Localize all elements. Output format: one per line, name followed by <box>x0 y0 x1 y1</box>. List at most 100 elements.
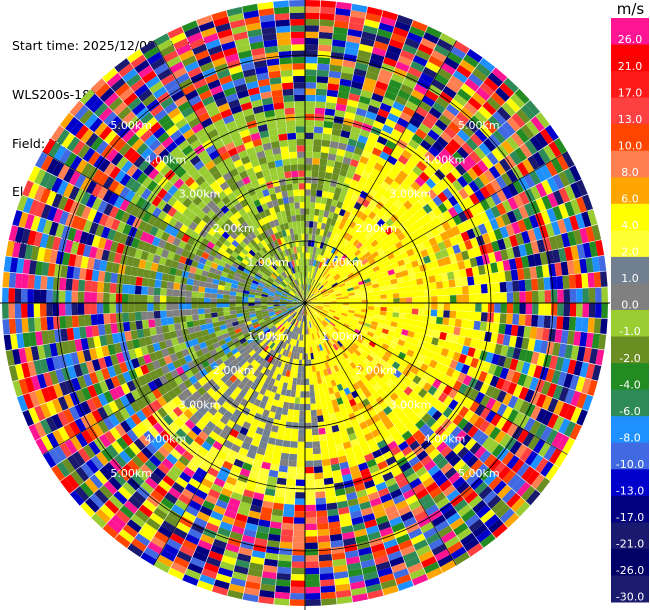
velocity-gate <box>311 279 316 286</box>
velocity-gate <box>427 385 438 396</box>
velocity-gate <box>323 264 329 272</box>
velocity-gate <box>292 548 305 556</box>
velocity-gate <box>383 324 391 331</box>
velocity-gate <box>460 364 470 375</box>
velocity-gate <box>120 420 132 433</box>
velocity-gate <box>371 414 381 424</box>
velocity-gate <box>272 451 282 459</box>
velocity-gate <box>284 287 291 292</box>
velocity-gate <box>389 392 399 402</box>
velocity-gate <box>318 235 323 242</box>
velocity-gate <box>27 317 35 332</box>
velocity-gate <box>298 321 302 328</box>
velocity-gate <box>334 334 341 341</box>
velocity-gate <box>128 151 141 164</box>
velocity-gate <box>33 303 41 318</box>
velocity-gate <box>368 351 377 359</box>
velocity-gate <box>600 271 608 287</box>
velocity-gate <box>369 98 382 109</box>
velocity-gate <box>243 343 251 351</box>
velocity-gate <box>551 432 564 448</box>
velocity-gate <box>305 473 315 480</box>
velocity-gate <box>175 428 187 439</box>
velocity-gate <box>235 306 243 311</box>
velocity-gate <box>529 136 543 152</box>
velocity-gate <box>286 305 293 308</box>
velocity-gate <box>224 336 232 344</box>
velocity-gate <box>412 375 422 385</box>
velocity-gate <box>364 519 378 529</box>
velocity-gate <box>305 359 309 367</box>
velocity-gate <box>276 288 283 293</box>
velocity-gate <box>336 301 343 303</box>
velocity-gate <box>483 454 497 468</box>
velocity-gate <box>389 516 403 527</box>
velocity-gate <box>331 318 338 324</box>
velocity-gate <box>368 132 380 142</box>
velocity-gate <box>39 233 49 248</box>
velocity-gate <box>191 291 199 298</box>
velocity-gate <box>273 296 281 300</box>
velocity-gate <box>273 299 280 302</box>
velocity-gate <box>242 462 253 472</box>
velocity-gate <box>289 309 295 315</box>
velocity-gate <box>60 265 68 278</box>
velocity-gate <box>382 450 394 461</box>
velocity-gate <box>323 306 330 310</box>
velocity-gate <box>376 387 386 397</box>
velocity-gate <box>332 39 346 48</box>
velocity-gate <box>320 288 327 293</box>
velocity-gate <box>373 86 386 97</box>
velocity-gate <box>392 494 406 505</box>
velocity-gate <box>331 424 340 433</box>
velocity-gate <box>336 200 344 209</box>
velocity-gate <box>125 392 136 404</box>
velocity-gate <box>548 448 562 465</box>
velocity-gate <box>181 233 191 243</box>
velocity-gate <box>224 318 232 325</box>
velocity-gate <box>378 336 386 343</box>
velocity-gate <box>310 314 314 321</box>
velocity-gate <box>452 134 466 147</box>
velocity-gate <box>427 395 438 406</box>
velocity-gate <box>255 328 263 334</box>
velocity-gate <box>463 54 479 68</box>
velocity-gate <box>163 355 173 365</box>
velocity-gate <box>512 179 525 194</box>
velocity-gate <box>107 344 116 356</box>
velocity-gate <box>106 444 119 458</box>
velocity-gate <box>184 419 196 430</box>
velocity-gate <box>409 568 426 580</box>
velocity-gate <box>108 134 122 149</box>
velocity-gate <box>340 467 351 476</box>
velocity-gate <box>228 583 245 594</box>
velocity-gate <box>337 500 349 509</box>
velocity-gate <box>241 495 253 505</box>
velocity-gate <box>126 164 138 177</box>
velocity-gate <box>328 445 337 453</box>
velocity-gate <box>374 555 389 565</box>
velocity-gate <box>153 287 161 296</box>
velocity-gate <box>287 308 294 312</box>
velocity-gate <box>37 345 46 360</box>
velocity-gate <box>380 16 397 27</box>
velocity-gate <box>488 457 502 472</box>
velocity-gate <box>396 185 407 195</box>
velocity-gate <box>114 208 125 221</box>
velocity-gate <box>338 84 351 93</box>
velocity-gate <box>185 284 193 292</box>
velocity-gate <box>312 447 321 455</box>
velocity-gate <box>358 95 371 105</box>
velocity-gate <box>490 387 502 400</box>
velocity-gate <box>368 211 377 220</box>
velocity-gate <box>379 290 387 295</box>
velocity-gate <box>167 196 178 207</box>
velocity-gate <box>447 155 460 168</box>
velocity-gate <box>332 167 341 175</box>
velocity-gate <box>95 451 109 466</box>
velocity-gate <box>208 267 217 274</box>
velocity-gate <box>238 347 247 355</box>
velocity-gate <box>477 264 486 275</box>
velocity-gate <box>504 270 513 282</box>
velocity-gate <box>315 309 321 315</box>
